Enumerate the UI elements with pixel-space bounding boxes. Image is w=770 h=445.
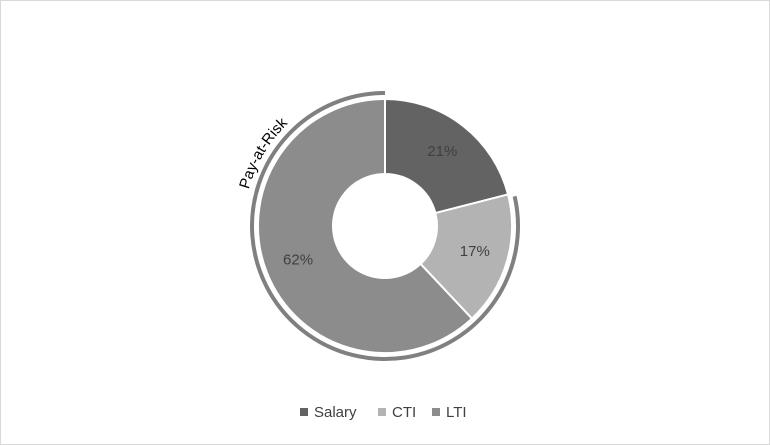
data-label: 17% xyxy=(460,243,490,260)
annotation-arc xyxy=(250,91,520,361)
legend-swatch xyxy=(378,408,386,416)
legend-swatch xyxy=(432,408,440,416)
legend-label: CTI xyxy=(392,404,416,421)
legend-label: Salary xyxy=(314,404,357,421)
data-label: 62% xyxy=(283,251,313,268)
legend-label: LTI xyxy=(446,404,467,421)
donut-slice xyxy=(257,97,474,354)
donut-slice xyxy=(384,97,510,215)
data-label: 21% xyxy=(427,143,457,160)
legend-swatch xyxy=(300,408,308,416)
